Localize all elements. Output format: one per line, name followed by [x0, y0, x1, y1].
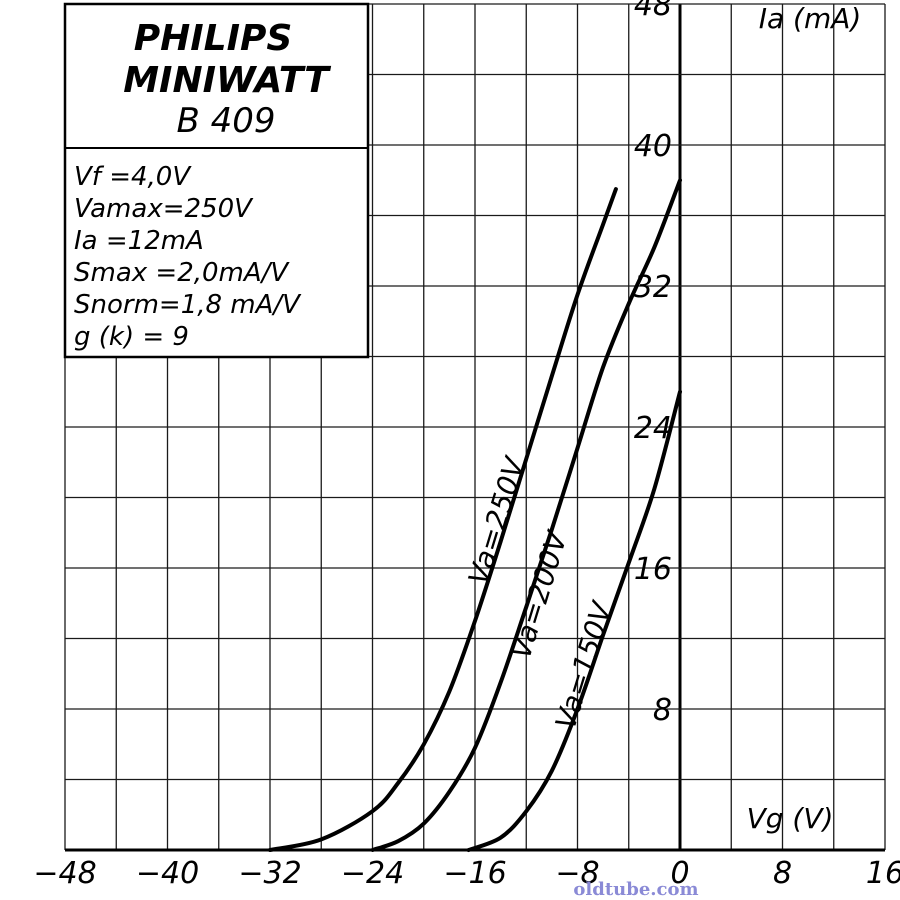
spec-line: Snorm=1,8 mA/V — [74, 290, 302, 320]
x-tick-label: −40 — [136, 856, 199, 891]
series-label-2: Va=200V — [504, 526, 574, 662]
x-tick-label: −8 — [555, 856, 599, 891]
y-tick-label: 8 — [653, 693, 672, 728]
brand-line-1: PHILIPS — [134, 18, 293, 59]
x-tick-label: −24 — [341, 856, 404, 891]
spec-line: Vamax=250V — [74, 194, 254, 224]
spec-box: PHILIPS MINIWATT B 409 Vf =4,0VVamax=250… — [63, 2, 370, 359]
series-line-1 — [268, 187, 618, 852]
x-tick-label: 0 — [670, 856, 689, 891]
spec-box-frame — [63, 2, 370, 359]
spec-line: Smax =2,0mA/V — [74, 258, 290, 288]
series-line-2 — [370, 178, 682, 852]
model-number: B 409 — [176, 101, 275, 141]
spec-line: Vf =4,0V — [74, 162, 192, 192]
y-tick-label: 16 — [634, 552, 672, 587]
y-tick-label: 32 — [634, 270, 672, 305]
tick-labels: −48 −40 −32 −24 −16 −8 0 8 16 8 16 24 32 40 48 — [33, 0, 900, 891]
x-tick-label: −16 — [443, 856, 506, 891]
y-tick-label: 24 — [634, 411, 672, 446]
y-tick-label: 48 — [634, 0, 672, 23]
y-tick-label: 40 — [634, 129, 672, 164]
y-axis-title: Ia (mA) — [759, 2, 862, 35]
spec-line: g (k) = 9 — [74, 322, 189, 352]
curves — [268, 178, 682, 852]
x-tick-label: 8 — [773, 856, 792, 891]
brand-line-2: MINIWATT — [123, 60, 331, 101]
x-tick-label: −32 — [238, 856, 301, 891]
x-tick-label: −48 — [33, 856, 96, 891]
series-label-3: Va=150V — [549, 597, 619, 733]
series-line-3 — [466, 389, 682, 852]
watermark: oldtube.com — [573, 879, 698, 900]
spec-line: Ia =12mA — [74, 226, 204, 256]
x-axis-title: Vg (V) — [747, 802, 834, 835]
x-tick-label: 16 — [866, 856, 900, 891]
